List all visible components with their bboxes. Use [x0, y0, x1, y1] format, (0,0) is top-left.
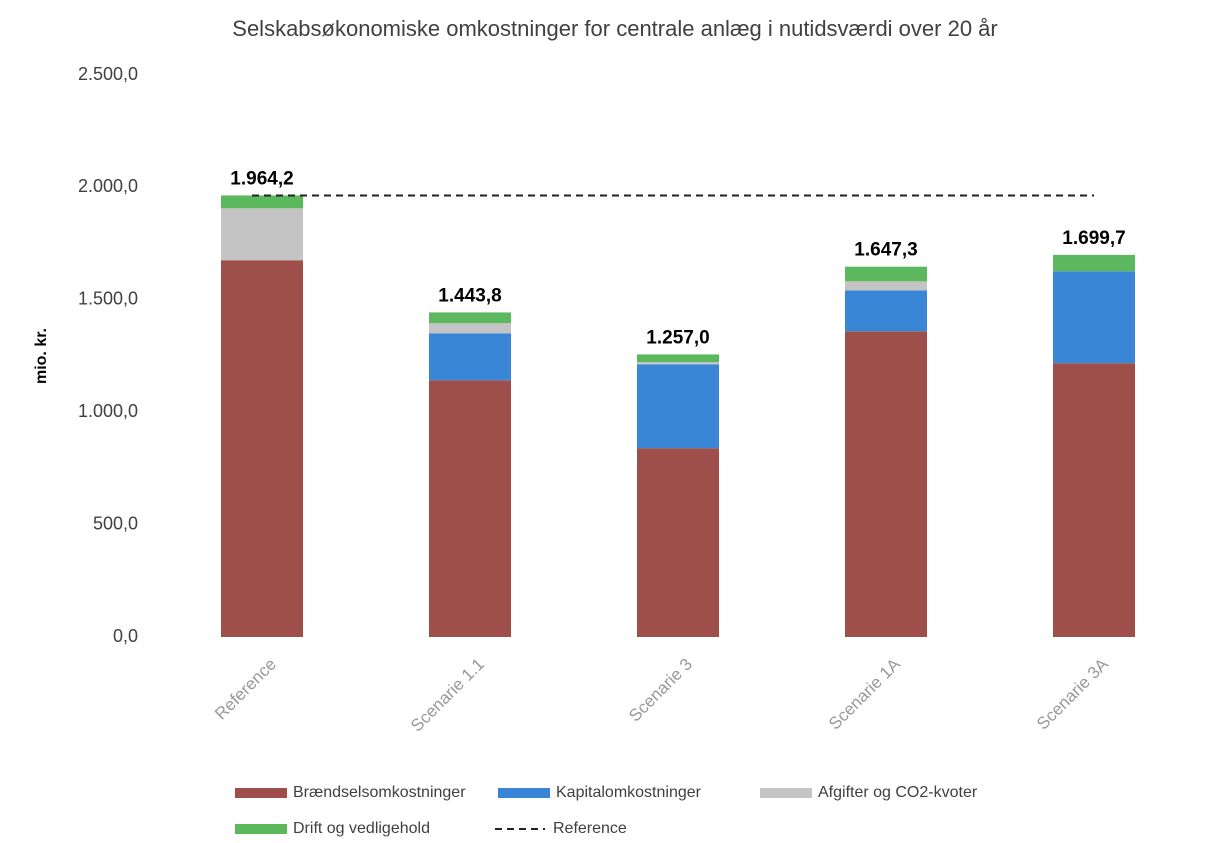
bar-segment [221, 208, 303, 261]
y-tick-label: 1.000,0 [78, 401, 138, 421]
bar-segment [1053, 271, 1135, 364]
legend-label: Afgifter og CO2-kvoter [818, 784, 978, 801]
x-tick-label: Scenarie 1.1 [407, 655, 488, 736]
legend-swatch [498, 788, 550, 798]
legend-swatch [235, 824, 287, 834]
bar-segment [637, 362, 719, 365]
x-tick-label: Reference [211, 655, 280, 724]
x-tick-label: Scenarie 3 [625, 655, 696, 726]
bar-segment [429, 380, 511, 637]
bar-segment [429, 323, 511, 334]
chart-title: Selskabsøkonomiske omkostninger for cent… [232, 16, 997, 41]
total-label: 1.699,7 [1062, 228, 1125, 249]
bar-segment [845, 331, 927, 637]
bar-segment [637, 364, 719, 449]
total-label: 1.964,2 [230, 168, 293, 189]
x-tick-label: Scenarie 3A [1033, 654, 1112, 733]
y-tick-label: 2.500,0 [78, 64, 138, 84]
legend-label: Kapitalomkostninger [556, 784, 702, 801]
legend-label: Reference [553, 820, 627, 837]
bar-segment [845, 266, 927, 282]
y-tick-label: 500,0 [93, 513, 138, 533]
bar-segment [1053, 363, 1135, 637]
bar-segment [637, 354, 719, 363]
legend-swatch [760, 788, 812, 798]
bar-segment [845, 290, 927, 332]
y-axis-label: mio. kr. [33, 328, 50, 384]
bar-segment [429, 333, 511, 381]
bar-segment [845, 281, 927, 291]
legend-label: Drift og vedligehold [293, 820, 430, 837]
y-tick-label: 1.500,0 [78, 289, 138, 309]
bar-segment [1053, 254, 1135, 272]
bar-segment [637, 448, 719, 637]
bar-segment [221, 260, 303, 637]
bar-segment [429, 312, 511, 324]
y-tick-label: 2.000,0 [78, 176, 138, 196]
legend-swatch [235, 788, 287, 798]
total-label: 1.647,3 [854, 240, 917, 261]
x-tick-label: Scenarie 1A [825, 654, 904, 733]
legend-label: Brændselsomkostninger [293, 784, 466, 801]
bar-segment [221, 195, 303, 209]
total-label: 1.443,8 [438, 285, 501, 306]
total-label: 1.257,0 [646, 327, 709, 348]
y-tick-label: 0,0 [113, 626, 138, 646]
